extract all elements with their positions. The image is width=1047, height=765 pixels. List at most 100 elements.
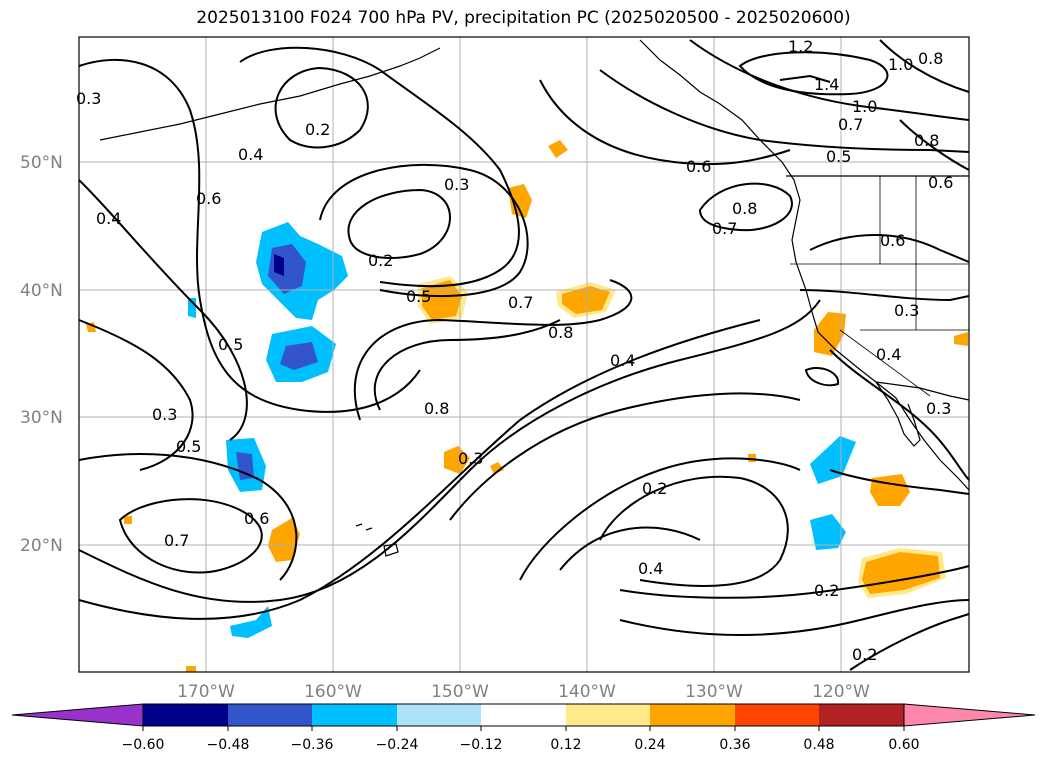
pv-contours [78,39,970,671]
contour-line [118,498,263,574]
neg-core-27n-166w [236,452,254,480]
contour-line [239,46,520,288]
precip-shading [86,140,968,672]
contour-line [78,179,248,441]
contour-label: 0.4 [638,559,663,578]
contour-line [78,453,298,581]
contour-line [599,475,789,587]
contour-label: 1.0 [852,97,877,116]
colorbar-bin [566,704,650,726]
contour-label: 0.2 [368,251,393,270]
state-borders [790,176,969,397]
contour-label: 1.0 [888,55,913,74]
contour-line [689,39,970,121]
colorbar-extend-left [11,703,144,727]
colorbar-tick-label: 0.48 [803,737,834,753]
pos-area-51n-142w [548,140,568,158]
contour-label: 0.3 [926,399,951,418]
neg-core2-40n-165w [274,254,284,276]
contour-line [539,79,791,166]
contour-label: 0.8 [732,199,757,218]
contour-line [738,51,889,96]
contour-line [353,279,633,421]
na-coastline [639,39,970,491]
lat-labels: 50°N 40°N 30°N 20°N [20,153,63,556]
contour-line [78,319,761,620]
contour-line [829,349,970,481]
contour-label: 0.5 [406,287,431,306]
contour-line [319,163,529,298]
contour-line [619,599,970,636]
contour-label: 0.5 [218,335,243,354]
pos-area-27n-151w [444,446,470,474]
colorbar-bin [650,704,735,726]
contour-line [779,74,831,83]
contour-line [519,457,801,581]
contour-line [78,58,421,413]
colorbar-bin [312,704,397,726]
aleutian-chain [99,47,441,141]
colorbar-tick-label: −0.12 [460,737,503,753]
neg-area-14n-164w [230,606,272,638]
neg-area-20n-122w [810,514,846,550]
lat-label: 30°N [20,408,63,428]
contour-label: 0.6 [196,189,221,208]
contour-line [829,469,970,495]
contour-line [619,565,970,599]
pos-core-39n-141w [562,286,610,314]
colorbar-bin [735,704,819,726]
contour-labels: 0.2 0.4 0.3 0.6 0.4 0.2 0.3 0.5 0.7 0.8 … [76,37,953,664]
map-title: 2025013100 F024 700 hPa PV, precipitatio… [196,8,851,28]
contour-label: 0.5 [176,437,201,456]
pos-area-47n-145w [508,184,532,218]
colorbar-bin [228,704,312,726]
colorbar-bin [143,704,228,726]
pos-area-36n-121w [814,312,846,356]
contour-line [879,39,970,93]
contour-line [347,188,451,259]
lat-label: 40°N [20,281,63,301]
lon-label: 120°W [812,682,870,702]
map-border [78,36,970,673]
contour-label: 0.4 [238,145,263,164]
contour-line [799,289,970,302]
us-mexico-border [875,381,970,401]
colorbar-bin [481,704,566,726]
neg-area-27n-122w [810,436,856,484]
lat-label: 20°N [20,536,63,556]
contour-line [559,526,701,571]
contour-label: 0.7 [838,115,863,134]
map-frame [79,37,969,672]
lat-label: 50°N [20,153,63,173]
contour-line [373,319,561,411]
contour-line [809,234,970,263]
contour-label: 0.3 [444,175,469,194]
contour-label: 0.2 [852,645,877,664]
pos-area-20n-162w [268,518,300,562]
neg-core-35n-162w [280,342,318,370]
pos-area-11n-169w [186,666,196,672]
contour-label: 0.3 [76,89,101,108]
coastlines [99,39,970,557]
contour-label: 1.2 [788,37,813,56]
lon-label: 150°W [431,682,489,702]
contour-line [78,299,821,603]
colorbar-tick-label: −0.36 [291,737,334,753]
contour-line [899,119,970,171]
contour-label: 0.2 [814,581,839,600]
contour-line [698,182,793,232]
contour-label: 0.3 [152,405,177,424]
colorbar-bin [819,704,904,726]
contour-label: 0.4 [876,345,901,364]
contour-label: 0.7 [712,219,737,238]
colorbar-tick-label: 0.24 [634,737,665,753]
contour-label: 0.6 [880,231,905,250]
baja-peninsula [875,381,921,447]
colorbar-tick-label: −0.60 [122,737,165,753]
contour-line [78,319,194,471]
lon-labels: 170°W 160°W 150°W 140°W 130°W 120°W [177,682,870,702]
contour-label: 0.4 [610,351,635,370]
contour-label: 0.4 [96,209,121,228]
contour-label: 0.8 [914,131,939,150]
